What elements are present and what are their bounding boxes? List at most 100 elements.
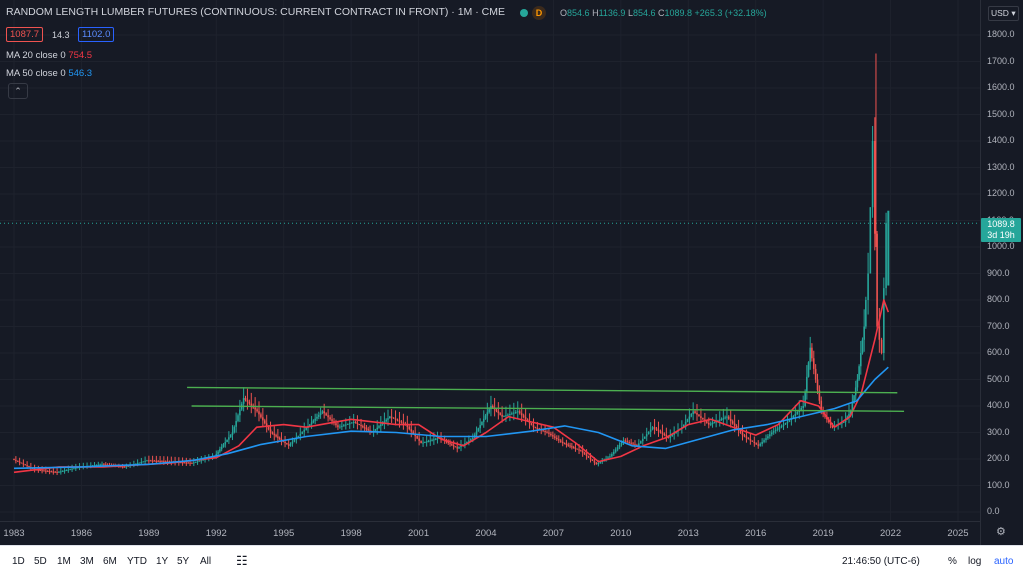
candle-body xyxy=(464,443,466,445)
candle-body xyxy=(848,413,850,417)
candle-body xyxy=(449,443,451,445)
candle-body xyxy=(655,428,658,430)
range-ytd-button[interactable]: YTD xyxy=(127,556,147,567)
last-price-label: 1089.8 3d 19h xyxy=(981,218,1021,242)
currency-button[interactable]: USD ▾ xyxy=(988,6,1019,21)
candle-body xyxy=(348,423,351,425)
candle-body xyxy=(782,424,785,426)
ma50-legend[interactable]: MA 50 close 0 546.3 xyxy=(6,68,93,79)
candle-body xyxy=(593,460,596,463)
candle-body xyxy=(280,439,283,441)
candle-body xyxy=(682,424,685,428)
spread-value: 14.3 xyxy=(52,30,70,40)
candle-body xyxy=(163,461,165,463)
candle-body xyxy=(641,438,644,442)
candle-body xyxy=(722,418,725,420)
candle-body xyxy=(861,339,864,353)
close-value: 1089.8 xyxy=(664,8,693,18)
range-5y-button[interactable]: 5Y xyxy=(177,556,190,567)
candle-body xyxy=(390,416,393,418)
candle-body xyxy=(620,442,623,445)
candle-body xyxy=(696,412,698,415)
candle-body xyxy=(595,462,598,465)
price-plot[interactable] xyxy=(0,0,980,521)
candle-body xyxy=(607,457,609,459)
candle-body xyxy=(711,422,714,424)
candle-body xyxy=(632,443,634,445)
candle-body xyxy=(640,441,642,444)
candle-body xyxy=(514,411,517,413)
ma20-legend[interactable]: MA 20 close 0 754.5 xyxy=(6,50,93,61)
clock-time[interactable]: 21:46:50 (UTC-6) xyxy=(842,556,920,567)
candle-body xyxy=(278,437,281,440)
x-tick-label: 2016 xyxy=(745,528,767,539)
candle-body xyxy=(628,441,631,443)
candle-body xyxy=(325,413,327,416)
percent-toggle[interactable]: % xyxy=(948,556,957,567)
candle-body xyxy=(466,441,468,444)
market-status-icon xyxy=(520,9,528,17)
candle-body xyxy=(352,421,355,423)
candle-body xyxy=(337,425,339,428)
candle-body xyxy=(724,417,726,419)
log-toggle[interactable]: log xyxy=(968,556,982,567)
candle-body xyxy=(470,439,472,441)
x-tick-label: 2001 xyxy=(407,528,430,539)
candle-body xyxy=(140,461,143,463)
candle-body xyxy=(317,415,320,417)
candle-body xyxy=(576,448,579,450)
candle-body xyxy=(749,439,752,441)
candle-body xyxy=(378,426,380,428)
trendline-2[interactable] xyxy=(191,405,905,412)
auto-toggle[interactable]: auto xyxy=(994,556,1014,567)
range-3m-button[interactable]: 3M xyxy=(80,556,94,567)
candle-body xyxy=(563,443,566,445)
candle-body xyxy=(341,425,343,427)
ma20-line[interactable] xyxy=(13,299,890,474)
trendline-1[interactable] xyxy=(187,386,898,394)
x-tick-label: 1995 xyxy=(273,528,295,539)
settings-gear-icon[interactable]: ⚙ xyxy=(996,526,1006,538)
symbol-title[interactable]: RANDOM LENGTH LUMBER FUTURES (CONTINUOUS… xyxy=(6,6,505,18)
range-5d-button[interactable]: 5D xyxy=(34,556,47,567)
price-axis[interactable]: 1800.0 1700.0 1600.0 1500.0 1400.0 1300.0 1200… xyxy=(980,0,1023,545)
y-tick-label: 200.0 xyxy=(987,453,1010,463)
chart-pane[interactable]: RANDOM LENGTH LUMBER FUTURES (CONTINUOUS… xyxy=(0,0,980,521)
candle-body xyxy=(883,288,885,353)
candle-body xyxy=(376,427,379,430)
candle-body xyxy=(392,417,395,419)
candle-body xyxy=(119,466,122,468)
candle-body xyxy=(481,421,483,426)
time-axis[interactable]: 1983 1986 1989 1992 1995 1998 2001 2004 2007 2010… xyxy=(0,521,980,545)
candle-body xyxy=(380,424,382,427)
range-1y-button[interactable]: 1Y xyxy=(156,556,169,567)
candle-body xyxy=(692,411,694,414)
candle-body xyxy=(312,420,315,423)
range-1m-button[interactable]: 1M xyxy=(57,556,71,567)
candle-body xyxy=(103,464,105,466)
range-1d-button[interactable]: 1D xyxy=(12,556,25,567)
candle-body xyxy=(526,419,529,422)
range-6m-button[interactable]: 6M xyxy=(103,556,117,567)
candle-body xyxy=(327,415,329,418)
candle-body xyxy=(743,435,746,437)
candle-body xyxy=(581,451,584,453)
candle-body xyxy=(202,459,204,461)
candle-body xyxy=(362,426,364,428)
delay-badge[interactable]: D xyxy=(532,6,546,20)
range-all-button[interactable]: All xyxy=(200,556,212,567)
candle-body xyxy=(482,418,485,422)
candle-body xyxy=(684,421,687,425)
candle-body xyxy=(491,406,494,408)
x-tick-label: 2022 xyxy=(879,528,902,539)
candle-body xyxy=(452,445,455,447)
sell-price-box[interactable]: 1087.7 xyxy=(6,27,44,42)
chevron-up-icon[interactable]: ⌃ xyxy=(8,83,28,99)
high-value: 1136.9 xyxy=(598,8,626,18)
candle-body xyxy=(718,419,721,421)
ma50-line[interactable] xyxy=(13,366,889,470)
candle-body xyxy=(869,207,872,274)
buy-price-box[interactable]: 1102.0 xyxy=(78,27,115,42)
calendar-goto-icon[interactable]: ☷ xyxy=(236,553,248,568)
candle-body xyxy=(561,441,564,444)
